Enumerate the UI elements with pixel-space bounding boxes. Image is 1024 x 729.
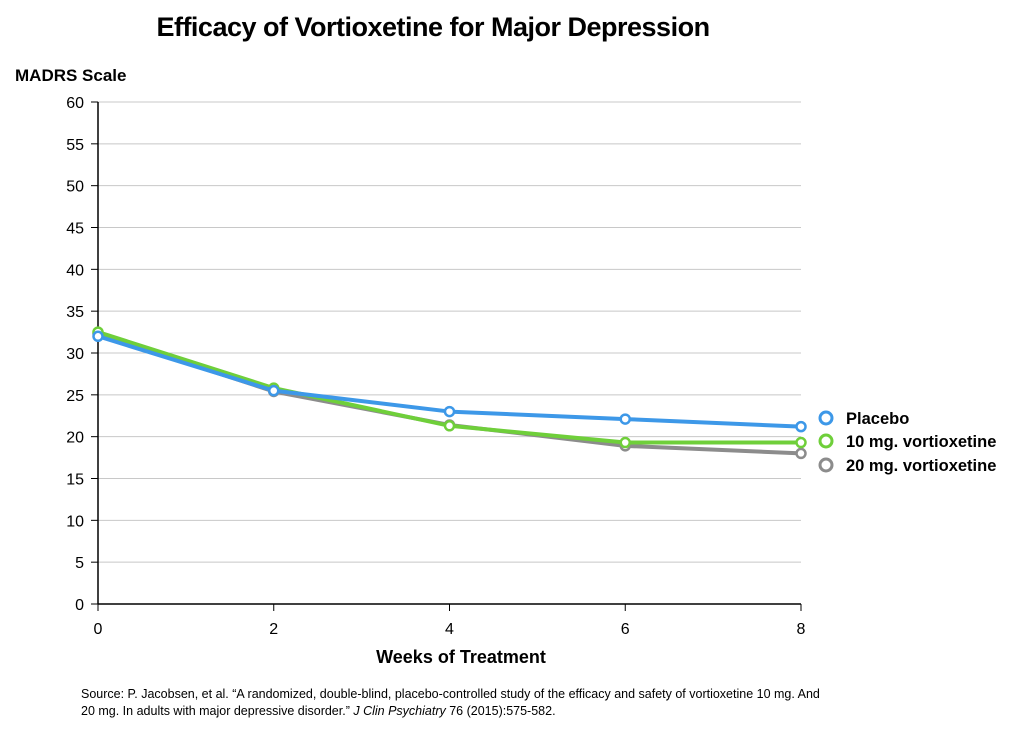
legend-label: Placebo <box>846 410 909 428</box>
legend: Placebo 10 mg. vortioxetine 20 mg. vortiox… <box>818 410 996 475</box>
legend-item: 10 mg. vortioxetine <box>818 433 996 451</box>
y-tick-label: 40 <box>66 262 84 279</box>
chart-title: Efficacy of Vortioxetine for Major Depre… <box>156 12 710 42</box>
y-tick-label: 55 <box>66 137 84 154</box>
data-point <box>268 384 280 397</box>
legend-marker <box>818 410 834 426</box>
data-point <box>92 330 104 343</box>
x-tick-label: 2 <box>269 621 278 638</box>
axes: 0 5 10 15 20 25 30 35 40 45 50 55 60 0 2 4 6 8 <box>66 95 805 638</box>
source-citation: Source: P. Jacobsen, et al. “A randomize… <box>81 686 821 720</box>
legend-item: 20 mg. vortioxetine <box>818 457 996 475</box>
legend-label: 10 mg. vortioxetine <box>846 433 996 451</box>
y-tick-label: 20 <box>66 430 84 447</box>
data-point <box>795 420 807 433</box>
y-tick-label: 50 <box>66 179 84 196</box>
series-line <box>97 331 802 456</box>
x-tick-label: 6 <box>621 621 630 638</box>
series-lines <box>92 326 807 460</box>
legend-marker <box>818 457 834 473</box>
y-axis-label: MADRS Scale <box>15 66 126 85</box>
data-point <box>795 447 807 460</box>
y-tick-label: 35 <box>66 304 84 321</box>
source-journal: J Clin Psychiatry <box>353 704 446 718</box>
x-tick-label: 8 <box>797 621 806 638</box>
data-point <box>443 405 456 418</box>
data-point <box>443 420 456 432</box>
y-tick-label: 60 <box>66 95 84 112</box>
legend-label: 20 mg. vortioxetine <box>846 457 996 475</box>
y-tick-label: 15 <box>66 472 84 489</box>
y-tick-label: 5 <box>75 555 84 572</box>
gridlines <box>98 101 801 563</box>
data-point <box>795 436 807 449</box>
source-citation-detail: 76 (2015):575-582. <box>445 704 556 718</box>
y-tick-label: 25 <box>66 388 84 405</box>
legend-item: Placebo <box>818 410 909 428</box>
y-tick-label: 0 <box>75 597 84 614</box>
data-point <box>619 436 631 449</box>
source-text: Source: P. Jacobsen, et al. “A randomize… <box>81 687 820 718</box>
y-tick-label: 45 <box>66 221 84 238</box>
x-axis-label: Weeks of Treatment <box>376 647 546 667</box>
x-tick-label: 0 <box>94 621 103 638</box>
y-tick-label: 10 <box>66 513 84 530</box>
x-tick-label: 4 <box>445 621 454 638</box>
y-tick-label: 30 <box>66 346 84 363</box>
legend-marker <box>818 433 834 449</box>
data-point <box>619 413 631 425</box>
